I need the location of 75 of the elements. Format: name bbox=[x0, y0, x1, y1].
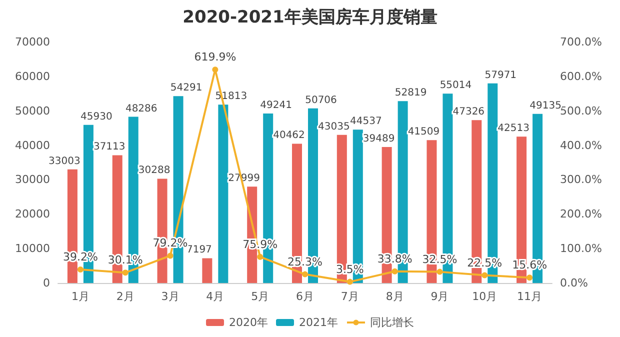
data-label: 32.5% bbox=[422, 252, 458, 266]
data-label: 75.9% bbox=[242, 238, 278, 251]
bar bbox=[218, 104, 228, 283]
point bbox=[212, 66, 218, 73]
y2-tick-label: 0.0% bbox=[560, 276, 588, 290]
data-label: 619.9% bbox=[194, 50, 236, 64]
data-label: 33.8% bbox=[377, 252, 412, 266]
x-tick-label: 3月 bbox=[161, 290, 180, 303]
data-label: 15.6% bbox=[512, 258, 548, 272]
data-label: 3.5% bbox=[336, 262, 364, 276]
data-label: 55014 bbox=[440, 80, 472, 92]
chart-title: 2020-2021年美国房车月度销量 bbox=[182, 8, 438, 28]
point bbox=[257, 254, 264, 260]
y-tick-label: 10000 bbox=[15, 242, 50, 256]
point bbox=[77, 266, 84, 272]
data-label: 50706 bbox=[305, 94, 337, 106]
point bbox=[122, 270, 128, 276]
data-label: 49241 bbox=[260, 100, 292, 111]
data-label: 43035 bbox=[318, 121, 350, 132]
y2-tick-label: 200.0% bbox=[560, 208, 602, 221]
point bbox=[346, 278, 353, 285]
y-tick-label: 0 bbox=[43, 276, 50, 290]
data-label: 54291 bbox=[170, 82, 202, 94]
y-tick-label: 50000 bbox=[15, 104, 50, 118]
data-label: 79.2% bbox=[152, 236, 188, 250]
data-label: 22.5% bbox=[467, 256, 502, 270]
y2-tick-label: 700.0% bbox=[560, 36, 602, 48]
y-tick-label: 30000 bbox=[15, 173, 50, 186]
data-label: 57971 bbox=[484, 70, 517, 81]
data-label: 30.1% bbox=[108, 254, 143, 267]
point bbox=[167, 252, 174, 259]
y-tick-label: 40000 bbox=[15, 138, 50, 152]
legend-label: 同比增长 bbox=[370, 316, 414, 329]
data-label: 42513 bbox=[498, 123, 530, 134]
y2-tick-label: 300.0% bbox=[560, 173, 602, 186]
data-label: 30288 bbox=[138, 165, 170, 176]
data-label: 44537 bbox=[350, 116, 382, 128]
point bbox=[526, 274, 533, 281]
x-tick-label: 5月 bbox=[251, 290, 270, 303]
data-label: 48286 bbox=[125, 103, 158, 114]
y-tick-label: 20000 bbox=[15, 208, 50, 221]
data-label: 39489 bbox=[362, 134, 395, 145]
y-tick-label: 70000 bbox=[15, 36, 50, 48]
y2-tick-label: 500.0% bbox=[560, 104, 602, 118]
data-label: 7197 bbox=[186, 244, 212, 256]
x-tick-label: 7月 bbox=[340, 290, 359, 303]
x-tick-label: 9月 bbox=[430, 290, 449, 303]
x-tick-label: 8月 bbox=[386, 290, 404, 303]
legend-label: 2020年 bbox=[229, 316, 268, 329]
y2-tick-label: 100.0% bbox=[560, 242, 602, 256]
data-label: 40462 bbox=[273, 130, 305, 142]
x-tick-label: 1月 bbox=[71, 290, 90, 303]
legend-label: 2021年 bbox=[299, 316, 338, 329]
y-tick-label: 60000 bbox=[15, 70, 50, 83]
y2-tick-label: 600.0% bbox=[560, 70, 602, 83]
x-tick-label: 10月 bbox=[472, 290, 498, 303]
data-label: 49135 bbox=[530, 100, 562, 112]
point bbox=[482, 272, 488, 278]
data-label: 45930 bbox=[80, 111, 112, 122]
x-tick-label: 6月 bbox=[296, 290, 314, 303]
point bbox=[392, 268, 398, 274]
data-label: 47326 bbox=[452, 106, 485, 118]
data-label: 33003 bbox=[48, 156, 80, 167]
data-label: 41509 bbox=[408, 126, 440, 138]
y2-tick-label: 400.0% bbox=[560, 138, 602, 152]
data-label: 37113 bbox=[93, 142, 126, 153]
x-tick-label: 4月 bbox=[206, 290, 224, 303]
data-label: 52819 bbox=[394, 88, 427, 99]
point bbox=[302, 271, 308, 278]
bar bbox=[202, 258, 212, 283]
x-tick-label: 11月 bbox=[517, 290, 542, 303]
point bbox=[436, 268, 443, 275]
data-label: 25.3% bbox=[288, 255, 322, 268]
x-tick-label: 2月 bbox=[116, 290, 134, 303]
data-label: 39.2% bbox=[62, 250, 98, 264]
